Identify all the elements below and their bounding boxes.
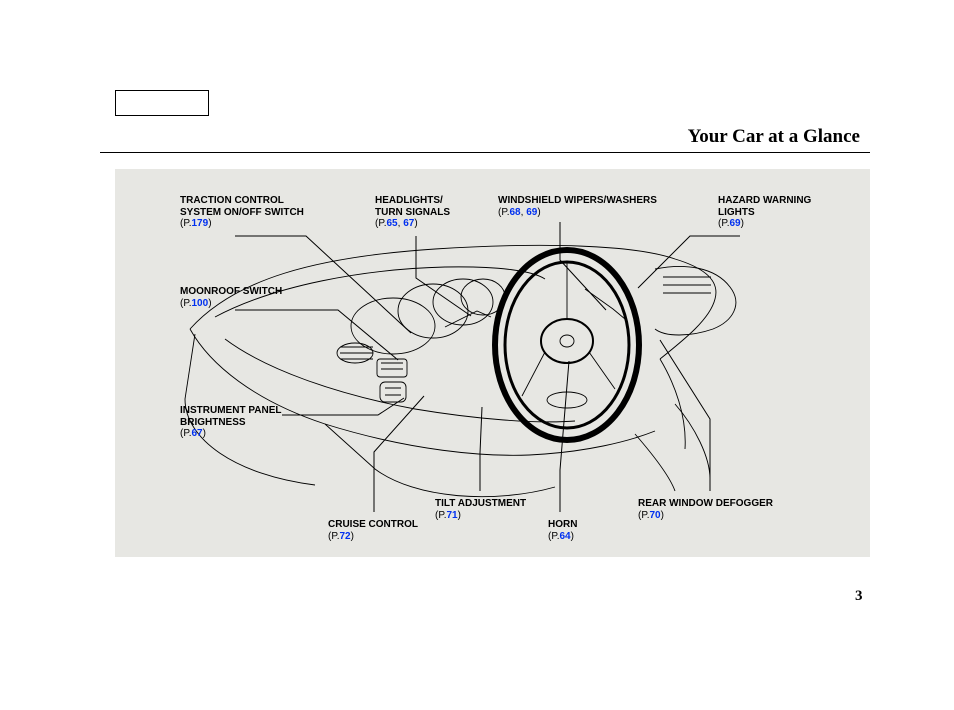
page-ref-link[interactable]: 69 [526,207,537,218]
page-ref-link[interactable]: 67 [403,218,414,229]
callout-title: REAR WINDOW DEFOGGER [638,498,773,510]
callout-hazard: HAZARD WARNINGLIGHTS(P.69) [718,195,811,230]
callout-title: TRACTION CONTROL [180,195,304,207]
callout-title: MOONROOF SWITCH [180,286,282,298]
leader-tilt-adjustment [480,407,482,491]
callout-title: SYSTEM ON/OFF SWITCH [180,207,304,219]
callout-ref: (P.71) [435,510,526,522]
callout-moonroof: MOONROOF SWITCH(P.100) [180,286,282,309]
page-ref-link[interactable]: 67 [192,428,203,439]
callout-headlights-turn: HEADLIGHTS/TURN SIGNALS(P.65, 67) [375,195,450,230]
callout-title: HAZARD WARNING [718,195,811,207]
callout-ref: (P.69) [718,218,811,230]
callout-instrument-brightness: INSTRUMENT PANELBRIGHTNESS(P.67) [180,405,281,440]
page-ref-link[interactable]: 179 [192,218,209,229]
callout-ref: (P.70) [638,510,773,522]
page-title: Your Car at a Glance [500,126,860,148]
page-ref-link[interactable]: 69 [730,218,741,229]
callout-rear-defogger: REAR WINDOW DEFOGGER(P.70) [638,498,773,521]
leader-wipers-washers [560,222,606,310]
callout-title: HORN [548,519,577,531]
callout-ref: (P.64) [548,531,577,543]
callout-title: LIGHTS [718,207,811,219]
leader-rear-defogger [660,340,710,491]
page-ref-link[interactable]: 64 [560,531,571,542]
corner-box [115,90,209,116]
callout-title: CRUISE CONTROL [328,519,418,531]
title-rule [100,152,870,153]
callout-title: TURN SIGNALS [375,207,450,219]
leader-headlights-turn [416,236,471,316]
callout-traction-control: TRACTION CONTROLSYSTEM ON/OFF SWITCH(P.1… [180,195,304,230]
callout-ref: (P.65, 67) [375,218,450,230]
callout-cruise-control: CRUISE CONTROL(P.72) [328,519,418,542]
leader-moonroof [235,310,398,360]
callout-title: HEADLIGHTS/ [375,195,450,207]
callout-ref: (P.179) [180,218,304,230]
leader-traction-control [235,236,411,333]
callout-title: TILT ADJUSTMENT [435,498,526,510]
page-ref-link[interactable]: 70 [650,510,661,521]
page-number: 3 [855,588,863,605]
page-root: Your Car at a Glance 3 TRACTION CONTROLS… [0,0,954,710]
callout-title: BRIGHTNESS [180,417,281,429]
page-ref-link[interactable]: 68 [510,207,521,218]
callout-ref: (P.68, 69) [498,207,657,219]
callout-wipers-washers: WINDSHIELD WIPERS/WASHERS(P.68, 69) [498,195,657,218]
callout-ref: (P.100) [180,298,282,310]
callout-tilt-adjustment: TILT ADJUSTMENT(P.71) [435,498,526,521]
page-ref-link[interactable]: 71 [447,510,458,521]
leader-cruise-control [374,396,424,512]
page-ref-link[interactable]: 100 [192,298,209,309]
page-ref-link[interactable]: 65 [387,218,398,229]
callout-ref: (P.67) [180,428,281,440]
leader-instrument-brightness [282,398,404,415]
page-ref-link[interactable]: 72 [340,531,351,542]
callout-title: WINDSHIELD WIPERS/WASHERS [498,195,657,207]
leader-hazard [638,236,740,288]
leader-horn [560,361,569,512]
callout-horn: HORN(P.64) [548,519,577,542]
callout-title: INSTRUMENT PANEL [180,405,281,417]
callout-ref: (P.72) [328,531,418,543]
